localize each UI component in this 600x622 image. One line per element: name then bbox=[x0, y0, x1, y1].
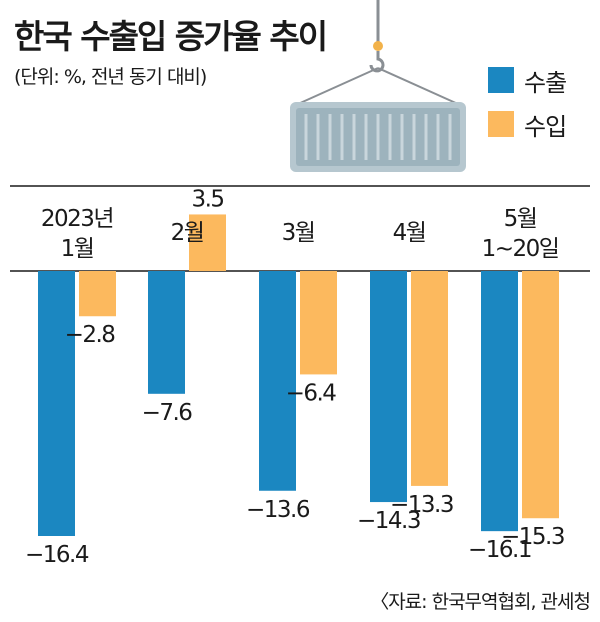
tick-label-5-2: 1~20일 bbox=[482, 236, 559, 262]
data-label-export-4: −14.3 bbox=[357, 508, 420, 534]
bar-export-5 bbox=[481, 271, 518, 532]
chart-title: 한국 수출입 증가율 추이 bbox=[14, 17, 328, 56]
data-label-import-3: −6.4 bbox=[286, 380, 337, 406]
bar-import-3 bbox=[300, 271, 337, 375]
bar-import-2 bbox=[189, 214, 226, 271]
bar-import-4 bbox=[411, 271, 448, 486]
tick-label-1-1: 2023년 bbox=[41, 206, 113, 232]
unit-note: (단위: %, 전년 동기 대비) bbox=[14, 66, 207, 88]
tick-label-2-1: 2월 bbox=[171, 220, 204, 246]
data-label-export-5: −16.1 bbox=[468, 537, 531, 563]
source-note: 〈자료: 한국무역협회, 관세청 bbox=[370, 591, 591, 613]
bar-import-1 bbox=[79, 271, 116, 317]
container-illustration bbox=[290, 0, 466, 172]
data-label-export-3: −13.6 bbox=[246, 497, 310, 523]
bar-export-2 bbox=[148, 271, 185, 394]
bar-import-5 bbox=[522, 271, 559, 519]
tick-label-1-2: 1월 bbox=[61, 236, 94, 262]
tick-label-5-1: 5월 bbox=[504, 206, 537, 232]
data-label-import-4: −13.3 bbox=[390, 492, 453, 518]
legend-label-export: 수출 bbox=[524, 68, 567, 97]
bar-export-4 bbox=[370, 271, 407, 503]
legend-item-export: 수출 bbox=[488, 58, 567, 102]
data-label-export-1: −16.4 bbox=[25, 542, 89, 568]
data-label-import-2: 3.5 bbox=[191, 186, 223, 212]
legend-label-import: 수입 bbox=[524, 112, 567, 141]
legend-item-import: 수입 bbox=[488, 102, 567, 146]
bar-export-1 bbox=[38, 271, 75, 536]
data-label-import-1: −2.8 bbox=[65, 322, 116, 348]
tick-label-4-1: 4월 bbox=[393, 220, 426, 246]
legend-swatch-export bbox=[488, 67, 514, 93]
tick-label-3-1: 3월 bbox=[282, 220, 315, 246]
legend-swatch-import bbox=[488, 111, 514, 137]
data-label-export-2: −7.6 bbox=[142, 400, 193, 426]
data-label-import-5: −15.3 bbox=[501, 524, 564, 550]
legend: 수출 수입 bbox=[488, 58, 567, 146]
bar-export-3 bbox=[259, 271, 296, 491]
